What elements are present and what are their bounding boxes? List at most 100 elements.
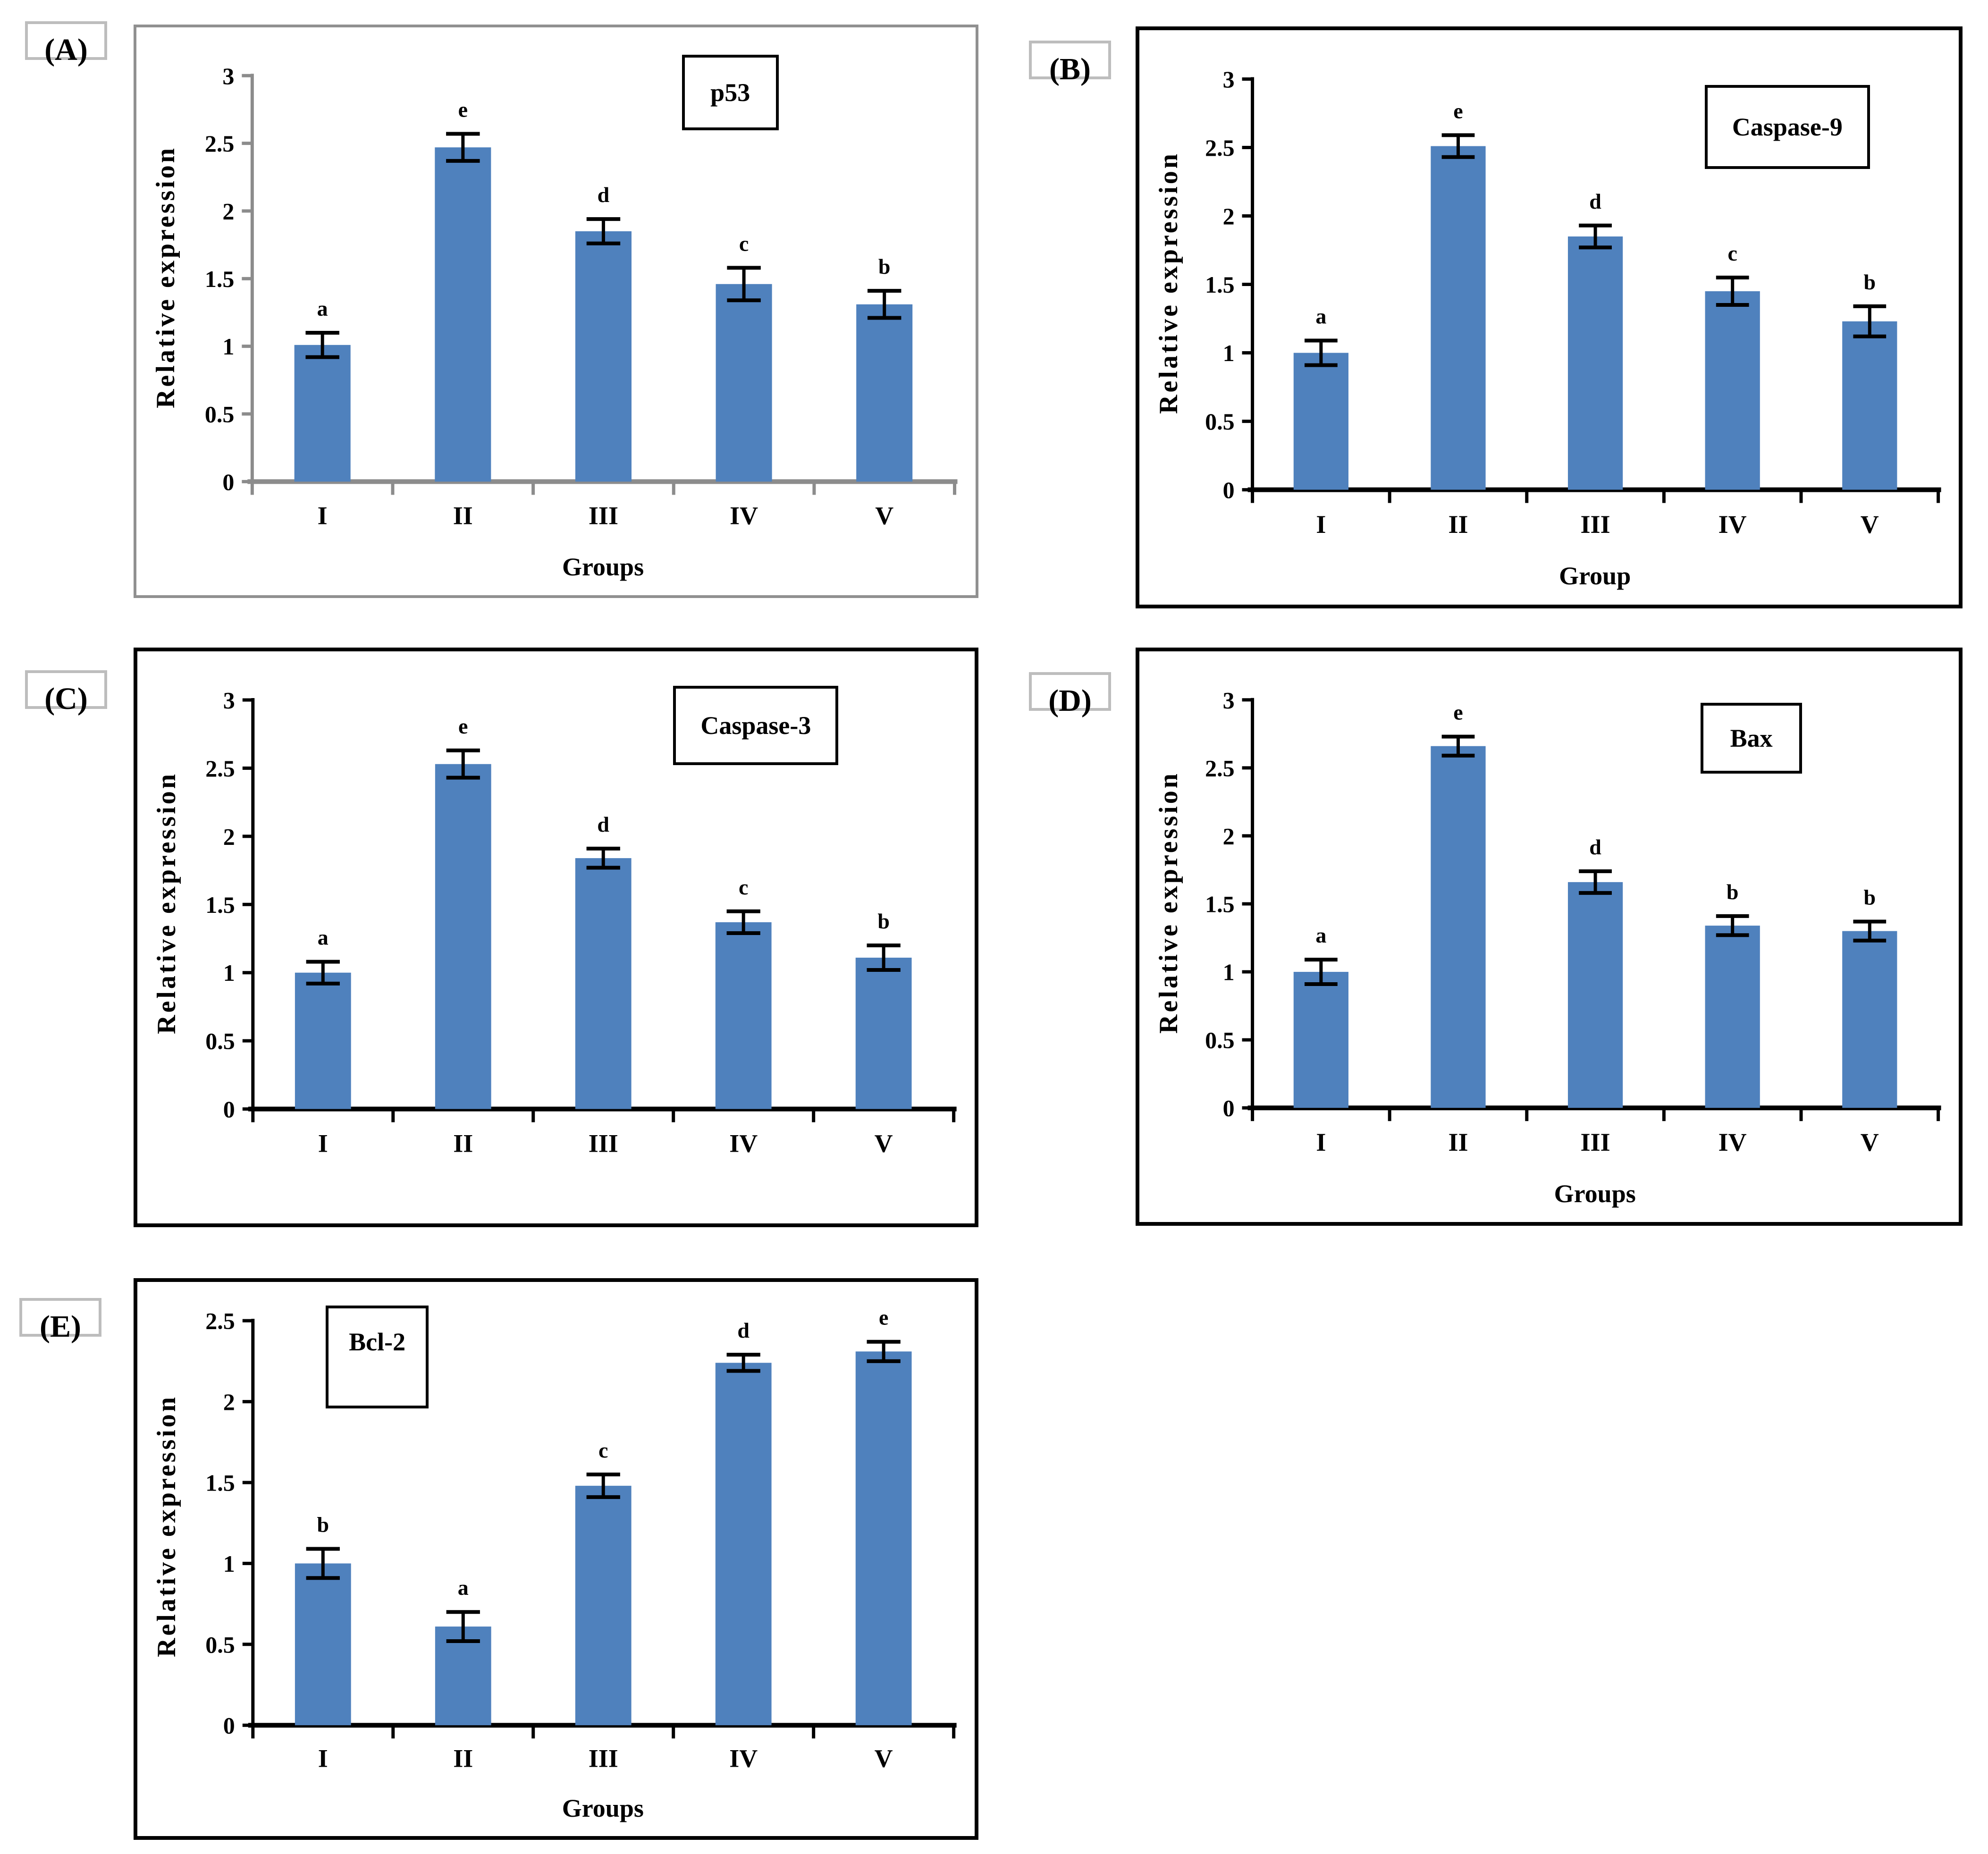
svg-text:d: d: [1589, 835, 1601, 859]
svg-text:2.5: 2.5: [205, 130, 235, 157]
bar-chart-caspase9: 0 0.5 1 1.5 2 2.5 3 a Ie II d III c IV b V: [1205, 66, 1941, 539]
svg-text:IV: IV: [729, 1744, 758, 1772]
svg-text:IV: IV: [730, 502, 758, 530]
svg-text:1.5: 1.5: [205, 892, 235, 918]
svg-text:I: I: [318, 502, 328, 530]
svg-text:b: b: [1727, 880, 1739, 904]
svg-text:0: 0: [1223, 1095, 1235, 1121]
x-axis-title: Groups: [562, 1794, 644, 1823]
svg-text:1: 1: [1223, 959, 1235, 986]
svg-text:3: 3: [1223, 66, 1235, 93]
svg-text:0: 0: [223, 1096, 235, 1122]
svg-text:IV: IV: [1718, 510, 1747, 539]
svg-text:c: c: [739, 875, 748, 899]
svg-text:2: 2: [1223, 203, 1235, 229]
svg-text:1: 1: [1223, 340, 1235, 366]
svg-text:III: III: [1581, 1128, 1610, 1156]
svg-text:IV: IV: [1718, 1128, 1747, 1156]
svg-text:II: II: [453, 1744, 473, 1772]
svg-text:1: 1: [222, 333, 234, 360]
svg-text:a: a: [318, 926, 329, 950]
panel-label-box-b: (B): [1029, 41, 1111, 85]
bar-chart-bcl2: 0 0.5 1 1.5 2 2.5 b Ia II c III d IV e V: [205, 1306, 957, 1772]
svg-text:I: I: [318, 1129, 328, 1158]
bar-chart-p53: 0 0.5 1 1.5 2 2.5 3 a Ie II d III c IV b V: [205, 63, 958, 530]
svg-text:IV: IV: [729, 1129, 758, 1158]
svg-text:0.5: 0.5: [205, 1028, 235, 1054]
svg-text:2: 2: [222, 198, 234, 224]
svg-text:d: d: [598, 183, 610, 207]
svg-text:c: c: [598, 1438, 608, 1462]
panel-label-d: (D): [1048, 683, 1092, 718]
svg-text:2.5: 2.5: [205, 1308, 235, 1334]
svg-text:0.5: 0.5: [205, 1631, 235, 1658]
svg-text:1.5: 1.5: [1205, 271, 1235, 298]
svg-text:0.5: 0.5: [1205, 408, 1235, 435]
svg-text:2.5: 2.5: [1205, 755, 1235, 781]
panel-label-e: (E): [40, 1309, 81, 1344]
svg-text:e: e: [1453, 700, 1463, 725]
svg-text:b: b: [1864, 270, 1876, 294]
svg-text:2.5: 2.5: [205, 755, 235, 782]
panel-label-a: (A): [44, 33, 88, 67]
gene-label-box-caspase3: Caspase-3: [673, 685, 839, 765]
svg-text:1: 1: [223, 1551, 235, 1577]
svg-text:1.5: 1.5: [205, 266, 235, 292]
svg-text:0.5: 0.5: [1205, 1027, 1235, 1053]
svg-text:1.5: 1.5: [1205, 891, 1235, 917]
svg-text:2.5: 2.5: [1205, 135, 1235, 161]
x-axis-title: Group: [1559, 562, 1631, 590]
svg-text:b: b: [878, 254, 891, 278]
svg-text:II: II: [453, 1129, 473, 1158]
panel-label-box-a: (A): [25, 21, 107, 66]
svg-text:0: 0: [223, 1712, 235, 1739]
svg-text:3: 3: [1223, 687, 1235, 713]
gene-label-box-bcl2: Bcl-2: [326, 1306, 429, 1409]
svg-text:d: d: [597, 812, 609, 836]
svg-text:d: d: [1589, 189, 1601, 213]
svg-text:e: e: [458, 714, 468, 738]
svg-text:d: d: [737, 1318, 750, 1342]
x-axis-title: Groups: [1554, 1179, 1636, 1208]
svg-text:III: III: [1581, 510, 1610, 539]
svg-text:a: a: [458, 1576, 469, 1600]
svg-text:0.5: 0.5: [205, 401, 235, 428]
gene-label-box-bax: Bax: [1701, 702, 1803, 774]
svg-text:II: II: [1448, 1128, 1468, 1156]
bar-chart-caspase3: 0 0.5 1 1.5 2 2.5 3 a Ie II d III c IV b V: [205, 687, 957, 1158]
x-axis-title: Groups: [562, 552, 644, 581]
panel-label-b: (B): [1049, 52, 1091, 86]
svg-text:V: V: [875, 502, 893, 530]
svg-text:e: e: [458, 98, 468, 122]
svg-text:a: a: [317, 296, 328, 320]
svg-text:I: I: [1316, 1128, 1326, 1156]
svg-text:0: 0: [1223, 477, 1235, 503]
svg-text:2: 2: [1223, 823, 1235, 849]
svg-text:b: b: [1864, 885, 1876, 909]
panel-label-box-e: (E): [19, 1298, 101, 1342]
svg-text:a: a: [1315, 304, 1326, 328]
svg-text:b: b: [317, 1513, 329, 1537]
svg-text:3: 3: [223, 687, 235, 714]
svg-text:V: V: [875, 1129, 893, 1158]
svg-text:II: II: [453, 502, 473, 530]
svg-text:III: III: [589, 1744, 618, 1772]
svg-text:a: a: [1315, 923, 1326, 947]
panel-label-box-d: (D): [1029, 672, 1111, 716]
svg-text:c: c: [739, 231, 749, 255]
gene-label-box-p53: p53: [682, 54, 779, 130]
svg-text:I: I: [1316, 510, 1326, 539]
svg-text:II: II: [1448, 510, 1468, 539]
svg-text:2: 2: [223, 823, 235, 850]
bar-chart-bax: 0 0.5 1 1.5 2 2.5 3 a Ie II d III b IV b V: [1205, 687, 1941, 1156]
svg-text:V: V: [875, 1744, 893, 1772]
panel-label-box-c: (C): [25, 670, 107, 715]
svg-text:1: 1: [223, 960, 235, 986]
svg-text:III: III: [589, 502, 618, 530]
panel-label-c: (C): [44, 682, 88, 716]
